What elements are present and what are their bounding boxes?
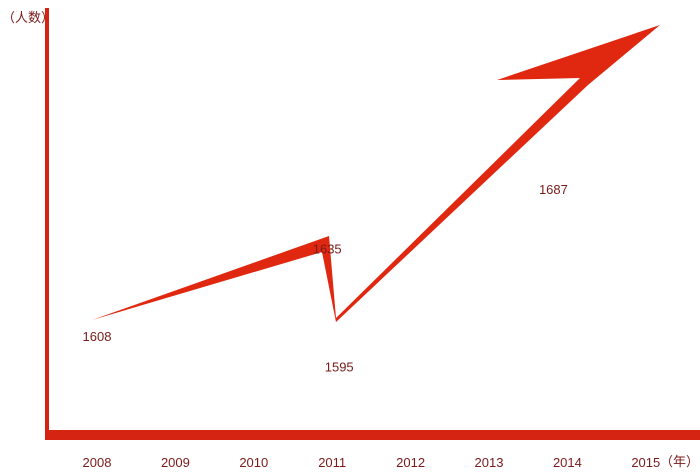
x-tick-label: 2009 bbox=[161, 455, 190, 470]
x-tick-label: 2011 bbox=[318, 455, 346, 470]
x-axis-line bbox=[45, 430, 700, 440]
x-tick-label: 2010 bbox=[239, 455, 268, 470]
data-label: 1687 bbox=[539, 182, 568, 197]
x-tick-label: 2013 bbox=[475, 455, 504, 470]
data-label: 1635 bbox=[313, 241, 342, 256]
data-label: 1595 bbox=[325, 359, 354, 374]
series-arrow bbox=[92, 25, 660, 322]
x-tick-label: 2012 bbox=[396, 455, 425, 470]
data-labels: 1608 1635 1595 1687 bbox=[83, 182, 568, 374]
x-axis-label: （年） bbox=[660, 454, 699, 469]
y-axis-line bbox=[45, 8, 49, 440]
x-tick-label: 2015 bbox=[631, 455, 660, 470]
y-axis-label: （人数） bbox=[2, 10, 54, 25]
x-tick-labels: 2008 2009 2010 2011 2012 2013 2014 2015 bbox=[83, 455, 661, 470]
x-tick-label: 2008 bbox=[83, 455, 112, 470]
data-label: 1608 bbox=[83, 329, 112, 344]
x-tick-label: 2014 bbox=[553, 455, 582, 470]
